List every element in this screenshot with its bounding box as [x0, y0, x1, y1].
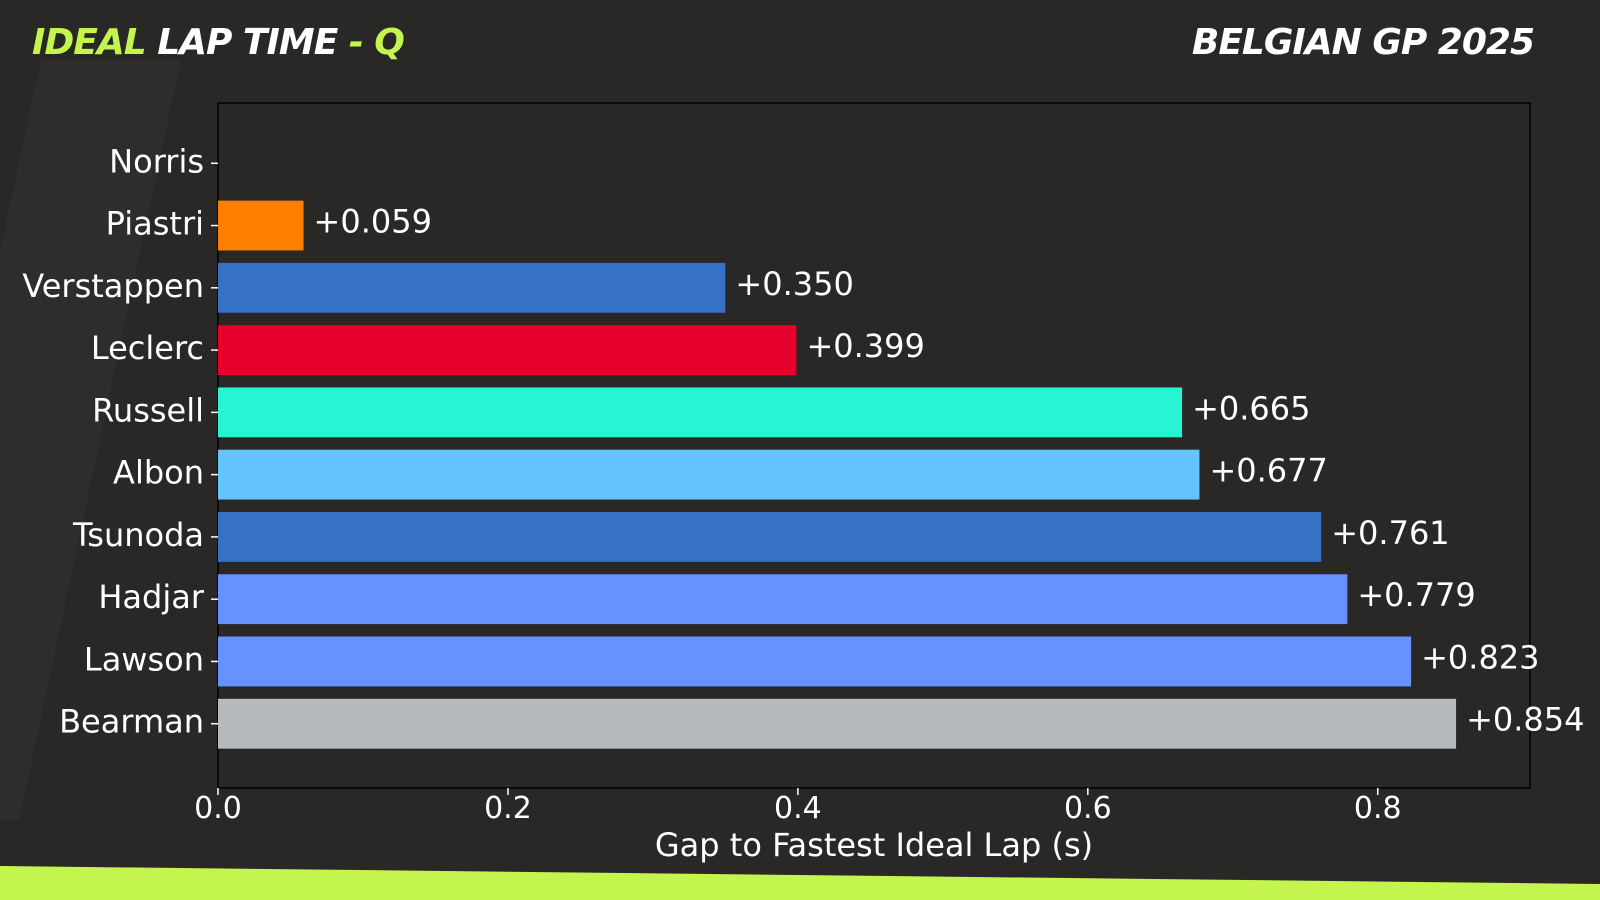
bar-albon — [218, 449, 1200, 500]
x-tick-label: 0.8 — [1354, 791, 1402, 826]
y-tick-label: Russell — [92, 391, 204, 429]
x-tick-label: 0.4 — [774, 791, 822, 826]
data-label: +0.350 — [735, 265, 853, 303]
y-tick-label: Tsunoda — [72, 516, 204, 554]
x-tick-label: 0.2 — [484, 791, 532, 826]
data-label: +0.059 — [314, 203, 432, 241]
data-label: +0.399 — [806, 327, 924, 365]
y-tick-label: Verstappen — [22, 267, 204, 305]
plot-frame — [217, 102, 1531, 789]
y-tick-label: Bearman — [59, 703, 204, 741]
bar-leclerc — [218, 325, 797, 375]
bar-bearman — [218, 698, 1457, 749]
y-tick-label: Leclerc — [91, 329, 204, 367]
data-label: +0.665 — [1192, 389, 1310, 427]
title-suffix: - Q — [348, 22, 405, 63]
page-title: IDEAL LAP TIME - Q — [32, 22, 405, 63]
bar-lawson — [218, 636, 1412, 687]
bar-hadjar — [218, 574, 1348, 625]
data-label: +0.854 — [1466, 701, 1584, 739]
y-tick-label: Piastri — [106, 205, 204, 243]
y-tick-label: Lawson — [84, 640, 204, 678]
bar-verstappen — [218, 262, 726, 313]
data-label: +0.761 — [1331, 514, 1449, 552]
title-main: LAP TIME — [145, 22, 349, 63]
event-title: BELGIAN GP 2025 — [1191, 22, 1535, 63]
y-tick-label: Norris — [109, 142, 204, 180]
x-tick-label: 0.6 — [1064, 791, 1112, 826]
x-tick-label: 0.0 — [194, 791, 242, 826]
data-label: +0.677 — [1209, 452, 1327, 490]
bar-tsunoda — [218, 512, 1322, 562]
y-tick-label: Albon — [113, 454, 204, 492]
bar-russell — [218, 387, 1183, 438]
data-label: +0.823 — [1421, 638, 1539, 676]
title-accent: IDEAL — [32, 22, 147, 63]
x-axis-label: Gap to Fastest Ideal Lap (s) — [655, 826, 1093, 864]
y-tick-label: Hadjar — [98, 578, 204, 616]
data-label: +0.779 — [1357, 576, 1475, 614]
bar-piastri — [218, 200, 304, 251]
